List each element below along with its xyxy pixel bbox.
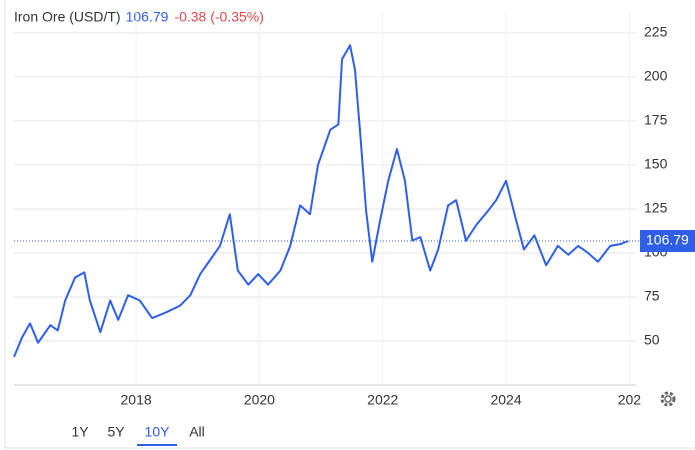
- y-tick-label: 150: [644, 156, 668, 172]
- y-tick-label: 175: [644, 112, 668, 128]
- range-button[interactable]: All: [189, 424, 205, 440]
- settings-icon[interactable]: [660, 391, 676, 407]
- x-tick-label: 2020: [244, 392, 275, 408]
- y-tick-label: 200: [644, 68, 668, 84]
- x-tick-label: 2018: [121, 392, 152, 408]
- x-tick-label: 2022: [367, 392, 398, 408]
- x-tick-label: 2024: [490, 392, 521, 408]
- last-price-tag: [640, 230, 695, 253]
- price-line: [13, 44, 629, 358]
- y-tick-label: 225: [644, 24, 668, 40]
- range-button[interactable]: 1Y: [71, 424, 89, 440]
- y-tick-label: 50: [644, 332, 660, 348]
- price-change: -0.38 (-0.35%): [174, 9, 263, 25]
- last-price-label: 106.79: [646, 232, 689, 248]
- y-tick-label: 125: [644, 200, 668, 216]
- price: 106.79: [126, 9, 169, 25]
- range-button[interactable]: 10Y: [145, 424, 171, 440]
- chart-title: Iron Ore (USD/T): [14, 9, 121, 25]
- x-tick-label: 202: [618, 392, 642, 408]
- range-button[interactable]: 5Y: [107, 424, 125, 440]
- y-tick-label: 75: [644, 288, 660, 304]
